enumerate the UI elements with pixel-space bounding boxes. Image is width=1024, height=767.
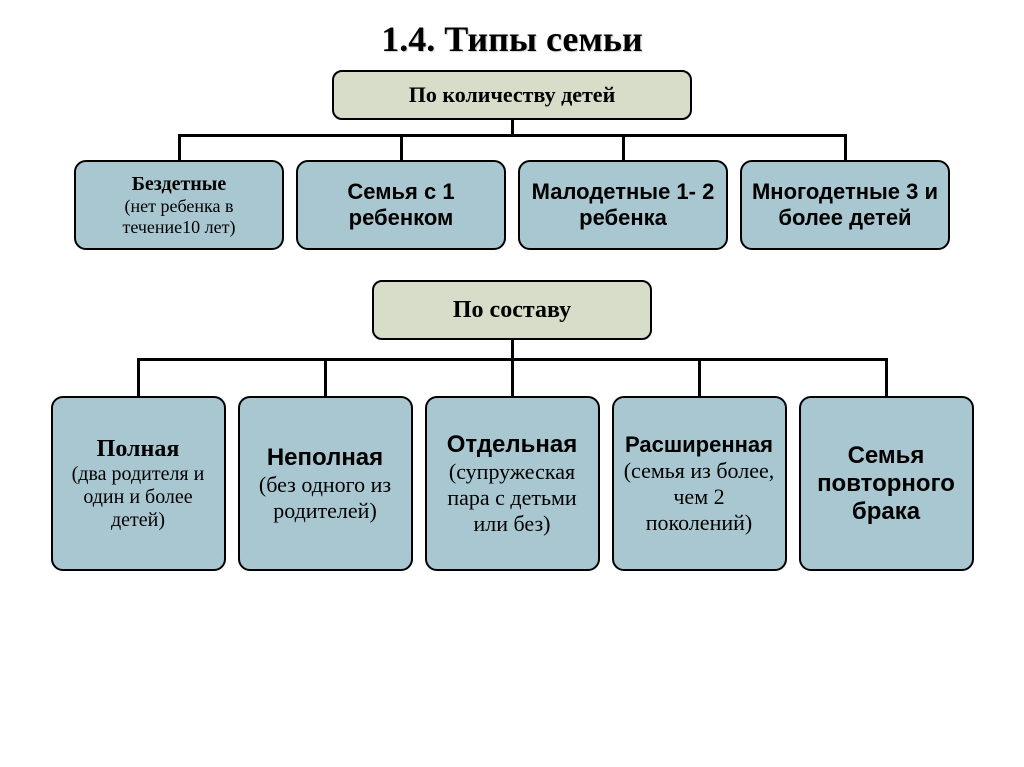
connector-line (622, 134, 625, 160)
tree1-child-0-title: Бездетные (132, 173, 227, 196)
tree1-root: По количеству детей (332, 70, 692, 120)
tree2-root: По составу (372, 280, 652, 340)
connector-line (844, 134, 847, 160)
connector-line (511, 120, 514, 134)
tree1-child-0: Бездетные(нет ребенка в течение10 лет) (74, 160, 284, 250)
tree1-root-label: По количеству детей (409, 82, 616, 108)
tree2-child-3-title: Расширенная (625, 432, 773, 458)
tree2-root-label: По составу (453, 297, 571, 324)
tree1-child-2: Малодетные 1- 2 ребенка (518, 160, 728, 250)
tree2-child-1-sub: (без одного из родителей) (248, 472, 403, 524)
connector-line (885, 358, 888, 396)
connector-line (511, 358, 514, 396)
connector-line (698, 358, 701, 396)
tree2-child-1-title: Неполная (267, 444, 383, 472)
tree-children-count: По количеству детей Бездетные(нет ребенк… (0, 70, 1024, 250)
tree1-children: Бездетные(нет ребенка в течение10 лет) Се… (0, 160, 1024, 250)
tree2-child-4: Семья повторного брака (799, 396, 974, 571)
tree2-child-0: Полная(два родителя и один и более детей… (51, 396, 226, 571)
tree1-child-2-title: Малодетные 1- 2 ребенка (528, 179, 718, 231)
tree2-child-2-sub: (супружеская пара с детьми или без) (435, 459, 590, 537)
tree2-child-4-title: Семья повторного брака (809, 442, 964, 526)
tree2-child-0-title: Полная (97, 436, 180, 463)
tree1-child-0-sub: (нет ребенка в течение10 лет) (84, 196, 274, 238)
tree-composition: По составу Полная(два родителя и один и … (0, 280, 1024, 571)
tree2-child-1: Неполная(без одного из родителей) (238, 396, 413, 571)
tree2-child-3: Расширенная(семья из более, чем 2 поколе… (612, 396, 787, 571)
tree2-child-2-title: Отдельная (447, 431, 578, 459)
tree2-child-3-sub: (семья из более, чем 2 поколений) (622, 458, 777, 536)
connector-line (178, 134, 847, 137)
page-title: 1.4. Типы семьи (0, 0, 1024, 60)
tree2-child-2: Отдельная(супружеская пара с детьми или … (425, 396, 600, 571)
connector-line (178, 134, 181, 160)
connector-line (137, 358, 140, 396)
tree1-child-1: Семья с 1 ребенком (296, 160, 506, 250)
connector-line (324, 358, 327, 396)
tree1-child-3-title: Многодетные 3 и более детей (750, 179, 940, 231)
tree1-child-1-title: Семья с 1 ребенком (306, 179, 496, 231)
tree2-child-0-sub: (два родителя и один и более детей) (61, 463, 216, 532)
connector-line (511, 340, 514, 358)
tree2-children: Полная(два родителя и один и более детей… (0, 396, 1024, 571)
tree1-child-3: Многодетные 3 и более детей (740, 160, 950, 250)
connector-line (400, 134, 403, 160)
